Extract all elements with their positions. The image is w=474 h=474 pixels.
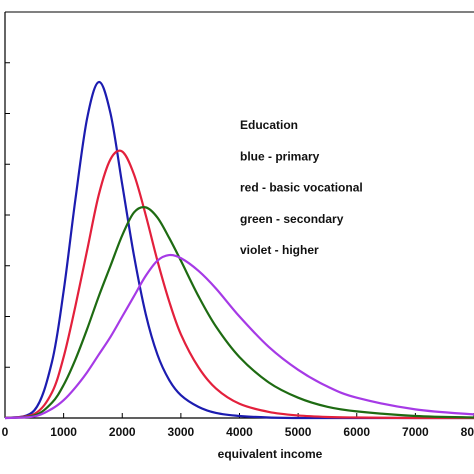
x-tick-label: 2000 xyxy=(109,425,136,439)
x-tick-label: 1000 xyxy=(50,425,77,439)
density-line xyxy=(4,253,474,420)
annotation: blue - primary xyxy=(240,149,320,163)
x-tick-label: 4000 xyxy=(226,425,253,439)
x-tick-label: 3000 xyxy=(168,425,195,439)
x-tick-label: 6000 xyxy=(343,425,370,439)
x-tick-label: 8000 xyxy=(461,425,474,439)
x-tick-label: 5000 xyxy=(285,425,312,439)
annotation: violet - higher xyxy=(240,243,319,257)
annotation: Education xyxy=(240,118,298,132)
annotation: red - basic vocational xyxy=(240,181,363,195)
x-tick-label: 0 xyxy=(2,425,9,439)
density-line xyxy=(4,80,474,420)
annotation: green - secondary xyxy=(240,212,344,226)
x-axis-label: equivalent income xyxy=(218,447,323,461)
density-line xyxy=(4,206,474,420)
x-tick-label: 7000 xyxy=(402,425,429,439)
